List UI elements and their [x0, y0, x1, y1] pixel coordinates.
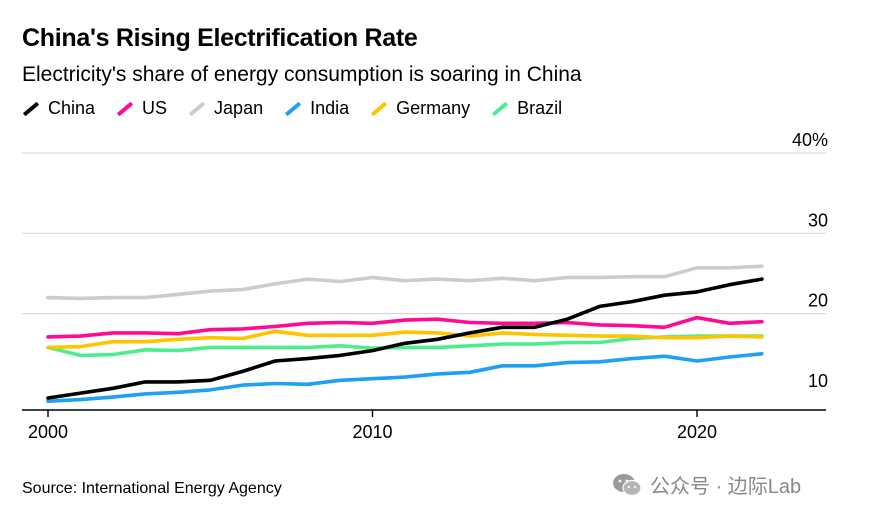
- y-tick-label: 30: [808, 210, 828, 230]
- x-tick-label: 2000: [28, 422, 68, 442]
- legend-swatch: [116, 101, 134, 116]
- y-tick-label: 20: [808, 291, 828, 311]
- legend-swatch: [188, 101, 206, 116]
- series-line-us: [46, 315, 764, 339]
- series-line-china: [46, 277, 764, 400]
- wechat-icon: [613, 473, 642, 496]
- series-line-japan: [46, 264, 764, 301]
- series-line-india: [46, 352, 764, 404]
- legend-item-india: India: [284, 98, 349, 119]
- x-tick-label: 2020: [677, 422, 717, 442]
- legend-label: China: [48, 98, 96, 118]
- legend-label: US: [142, 98, 168, 118]
- y-tick-label: 10: [808, 371, 828, 391]
- legend-swatch: [370, 101, 388, 116]
- legend-item-us: US: [116, 98, 167, 119]
- watermark-text: 公众号 · 边际Lab: [650, 476, 802, 498]
- watermark: 公众号 · 边际Lab: [612, 470, 801, 499]
- chart-subtitle: Electricity's share of energy consumptio…: [22, 63, 582, 86]
- chart-title: China's Rising Electrification Rate: [22, 24, 418, 52]
- legend-label: India: [310, 98, 350, 118]
- legend-label: Japan: [214, 98, 264, 118]
- y-tick-label: 40%: [792, 130, 828, 150]
- source-note: Source: International Energy Agency: [22, 480, 282, 497]
- legend-label: Germany: [396, 98, 471, 118]
- legend-swatch: [22, 101, 40, 116]
- legend-item-germany: Germany: [370, 98, 470, 119]
- series-line-germany: [46, 329, 764, 350]
- legend: China US Japan India Germany Brazil: [22, 98, 583, 119]
- legend-item-japan: Japan: [188, 98, 263, 119]
- legend-label: Brazil: [517, 98, 563, 118]
- legend-item-china: China: [22, 98, 95, 119]
- legend-item-brazil: Brazil: [491, 98, 562, 119]
- x-tick-label: 2010: [352, 422, 392, 442]
- line-chart: 10 20 30 40% 2000 2010 2020: [22, 130, 828, 442]
- legend-swatch: [491, 101, 509, 116]
- legend-swatch: [284, 101, 302, 116]
